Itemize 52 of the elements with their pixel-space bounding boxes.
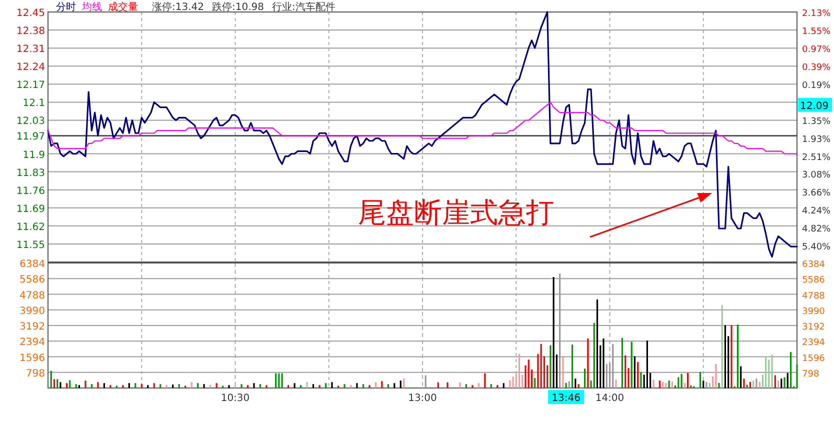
x-tick-label: 13:46: [552, 393, 580, 404]
y2-tick-label: 1.55%: [802, 26, 832, 37]
x-tick-label: 13:00: [408, 393, 437, 404]
line-series: [47, 11, 798, 258]
y-tick-label: 1596: [20, 352, 45, 364]
y-tick-label: 12.24: [16, 62, 45, 74]
y2-tick-label: 0.39%: [802, 62, 832, 73]
y2-tick-label: 3990: [802, 306, 826, 317]
y2-tick-label: 2.51%: [802, 152, 832, 163]
y2-tick-label: 3.66%: [802, 188, 832, 199]
y-tick-label: 12.38: [16, 26, 45, 38]
y2-tick-label: 2394: [802, 338, 826, 348]
y-tick-label: 11.69: [16, 204, 45, 215]
text: 12.09: [800, 100, 829, 112]
y2-tick-label: 6384: [802, 260, 826, 270]
y2-tick-label: 3.08%: [802, 170, 832, 181]
y-tick-label: 12.17: [16, 80, 45, 92]
y-tick-label: 3192: [20, 322, 45, 332]
header: 分时 均线 成交量 涨停:13.42 跌停:10.98 行业:汽车配件: [56, 2, 336, 13]
y2-tick-label: 0.19%: [802, 80, 832, 91]
y2-tick-label: 5586: [802, 276, 826, 286]
y-tick-label: 3990: [20, 306, 45, 317]
y2-tick-label: 4788: [802, 291, 826, 302]
y-tick-label: 11.97: [16, 132, 45, 143]
y2-tick-label: 1.35%: [802, 116, 832, 127]
y2-tick-label: 1596: [802, 354, 826, 364]
y-tick-label: 12.03: [16, 116, 45, 128]
y-tick-label: 12.31: [16, 44, 45, 56]
line-series: [47, 102, 798, 154]
y-tick-label: 12.1: [22, 98, 45, 110]
y-tick-label: 4788: [20, 290, 45, 302]
y2-tick-label: 4.24%: [802, 206, 832, 217]
y2-tick-label: 0.97%: [802, 44, 832, 55]
y-tick-label: 2394: [20, 337, 45, 348]
y-tick-label: 11.9: [22, 150, 45, 161]
y-tick-label: 12.45: [16, 8, 45, 19]
y-tick-label: 5586: [20, 274, 45, 286]
y-tick-label: 11.76: [16, 186, 45, 197]
y2-tick-label: 798: [802, 369, 820, 380]
y2-tick-label: 3192: [802, 322, 825, 332]
annotation: 尾盘断崖式急打: [358, 196, 554, 229]
x-tick-label: 10:30: [220, 393, 250, 404]
y-tick-label: 6384: [20, 259, 45, 270]
y-tick-label: 11.83: [16, 168, 45, 179]
x-tick-label: 14:00: [595, 393, 624, 404]
y2-tick-label: 1.93%: [802, 134, 832, 145]
y-tick-label: 11.62: [16, 222, 45, 233]
y2-tick-label: 2.13%: [802, 9, 832, 19]
y-tick-label: 11.55: [16, 240, 45, 251]
y2-tick-label: 5.40%: [802, 242, 832, 253]
y2-tick-label: 4.82%: [802, 224, 832, 235]
y-tick-label: 798: [26, 368, 45, 380]
